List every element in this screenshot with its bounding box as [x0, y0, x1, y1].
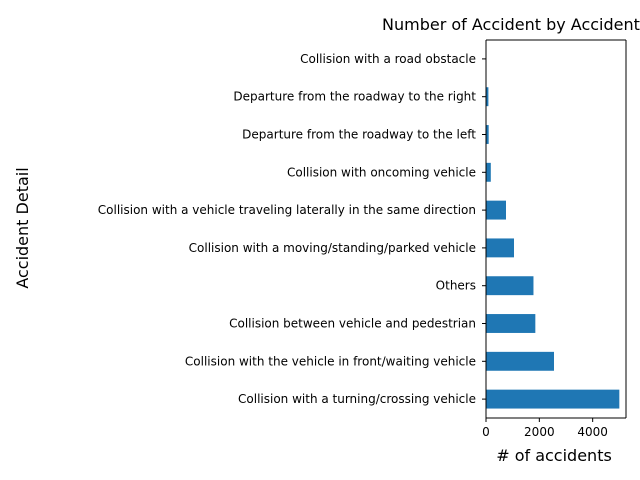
y-tick-label: Collision with a road obstacle — [300, 52, 476, 66]
bar — [486, 314, 536, 333]
bar — [486, 200, 506, 220]
bar — [486, 125, 489, 144]
x-axis-label: # of accidents — [496, 446, 612, 465]
bar — [486, 276, 534, 296]
y-tick-label: Collision with a vehicle traveling later… — [98, 203, 476, 217]
y-tick-label: Collision between vehicle and pedestrian — [229, 317, 476, 331]
y-axis-label: Accident Detail — [13, 167, 32, 288]
y-tick-label: Collision with a turning/crossing vehicl… — [238, 392, 476, 406]
x-tick-label: 2000 — [524, 425, 555, 439]
y-tick-label: Collision with the vehicle in front/wait… — [185, 354, 476, 368]
y-tick-label: Departure from the roadway to the right — [233, 90, 476, 104]
y-tick-label: Collision with a moving/standing/parked … — [189, 241, 476, 255]
bars-group — [486, 49, 620, 409]
bar — [486, 87, 489, 107]
y-tick-label: Collision with oncoming vehicle — [287, 165, 476, 179]
chart-title: Number of Accident by Accident Detail — [382, 15, 640, 34]
x-tick-group: 0 2000 4000 — [482, 418, 608, 439]
x-tick-label: 4000 — [577, 425, 608, 439]
bar — [486, 351, 554, 371]
y-tick-group: Collision with a road obstacle Departure … — [98, 52, 486, 406]
bar — [486, 162, 491, 182]
bar — [486, 389, 620, 409]
y-tick-label: Others — [436, 279, 476, 293]
x-tick-label: 0 — [482, 425, 490, 439]
bar — [486, 238, 514, 258]
y-tick-label: Departure from the roadway to the left — [242, 128, 476, 142]
